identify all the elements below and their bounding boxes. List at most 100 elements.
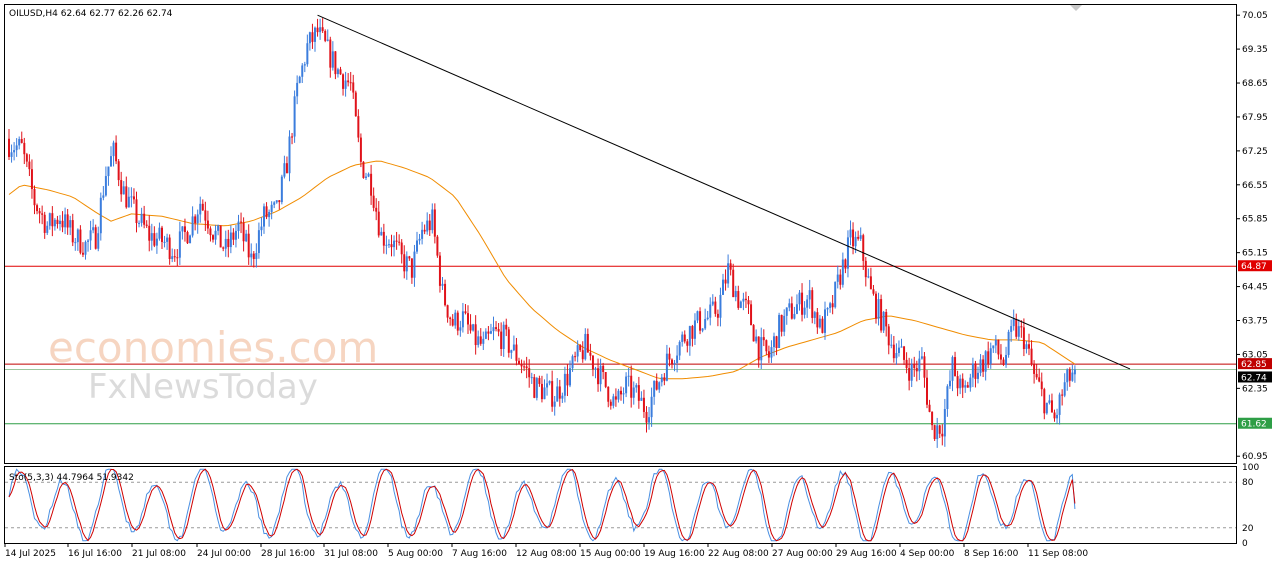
stochastic-panel-frame[interactable] [4, 466, 1237, 544]
candle [148, 215, 151, 252]
candle [999, 344, 1002, 365]
candle [637, 376, 640, 409]
candle [140, 207, 143, 227]
stochastic-title: Sto(5,3,3) 44.7964 51.9342 [9, 473, 134, 483]
candle [1066, 368, 1069, 391]
price-axis: 70.05 69.35 68.65 67.95 67.25 66.55 65.85 65.15… [1236, 11, 1268, 462]
candle [247, 224, 250, 265]
candle [438, 252, 441, 293]
candle [268, 209, 271, 227]
candle [872, 285, 875, 296]
candle [166, 233, 169, 250]
candle [120, 171, 123, 202]
candle [650, 387, 653, 427]
candle [729, 259, 732, 276]
sto-tick-label: 80 [1242, 478, 1254, 488]
candle [1045, 402, 1048, 415]
time-tick-label: 16 Jul 16:00 [68, 549, 122, 559]
candle [48, 212, 51, 230]
candle [579, 344, 582, 352]
candle [15, 138, 18, 157]
candle [790, 296, 793, 320]
candle [890, 334, 893, 349]
candle [716, 309, 719, 327]
candle [222, 246, 225, 252]
candle [747, 295, 750, 314]
time-tick-label: 24 Jul 00:00 [197, 549, 251, 559]
svg-text:61.62: 61.62 [1241, 420, 1267, 430]
candle [252, 251, 255, 268]
candle [691, 324, 694, 347]
candle [1040, 372, 1043, 397]
candle [864, 257, 867, 287]
time-tick-label: 5 Aug 00:00 [388, 549, 443, 559]
candle [214, 224, 217, 245]
candle [752, 324, 755, 342]
candle [653, 380, 656, 405]
candle [393, 235, 396, 257]
candle [449, 316, 452, 326]
candle [719, 287, 722, 327]
candle [135, 191, 138, 233]
candle [196, 209, 199, 234]
candle [566, 363, 569, 397]
ma-line [8, 160, 1076, 380]
candle [737, 285, 740, 310]
candle [25, 152, 28, 168]
candle [293, 90, 296, 143]
price-tick-label: 69.35 [1242, 45, 1268, 55]
candle [59, 215, 61, 231]
scroll-arrow-icon[interactable] [1070, 5, 1082, 11]
candle [518, 357, 520, 365]
candle [806, 295, 809, 318]
candle [155, 232, 158, 254]
candle [413, 244, 416, 287]
candle [426, 212, 429, 235]
candle [81, 242, 84, 258]
candle [283, 155, 286, 179]
candle [115, 135, 118, 165]
candle [240, 212, 243, 234]
candle [395, 231, 398, 250]
resistance-trendline[interactable] [317, 14, 1131, 370]
price-tick-label: 63.05 [1242, 350, 1268, 360]
price-tick-label: 63.75 [1242, 317, 1268, 327]
candle [829, 301, 832, 313]
candle [444, 279, 447, 307]
candle [900, 338, 903, 348]
candle [217, 224, 220, 236]
candle [132, 188, 135, 204]
candle [994, 335, 997, 354]
candle [563, 366, 566, 403]
candle [671, 358, 673, 369]
candle [926, 369, 928, 409]
candle [201, 199, 204, 211]
candle [655, 373, 658, 391]
candle [347, 73, 350, 87]
candle [1030, 340, 1033, 367]
candle [683, 330, 686, 344]
candle [46, 221, 49, 235]
candle [1043, 387, 1046, 420]
candle [1020, 320, 1023, 338]
candle [760, 327, 763, 370]
candle [296, 75, 299, 105]
candle [145, 220, 148, 228]
candle [464, 304, 467, 315]
candle [931, 411, 934, 431]
candle [273, 201, 276, 209]
candle [576, 340, 579, 363]
candle [507, 326, 510, 358]
candle [64, 207, 67, 235]
candle [783, 309, 786, 337]
candle [416, 231, 418, 254]
candle [242, 217, 245, 252]
candle [612, 393, 615, 409]
candle [469, 314, 472, 334]
candle [36, 203, 39, 215]
candle [826, 307, 829, 316]
candle [474, 315, 477, 355]
time-tick-label: 7 Aug 16:00 [452, 549, 507, 559]
candle [53, 218, 56, 231]
candle [362, 161, 365, 179]
